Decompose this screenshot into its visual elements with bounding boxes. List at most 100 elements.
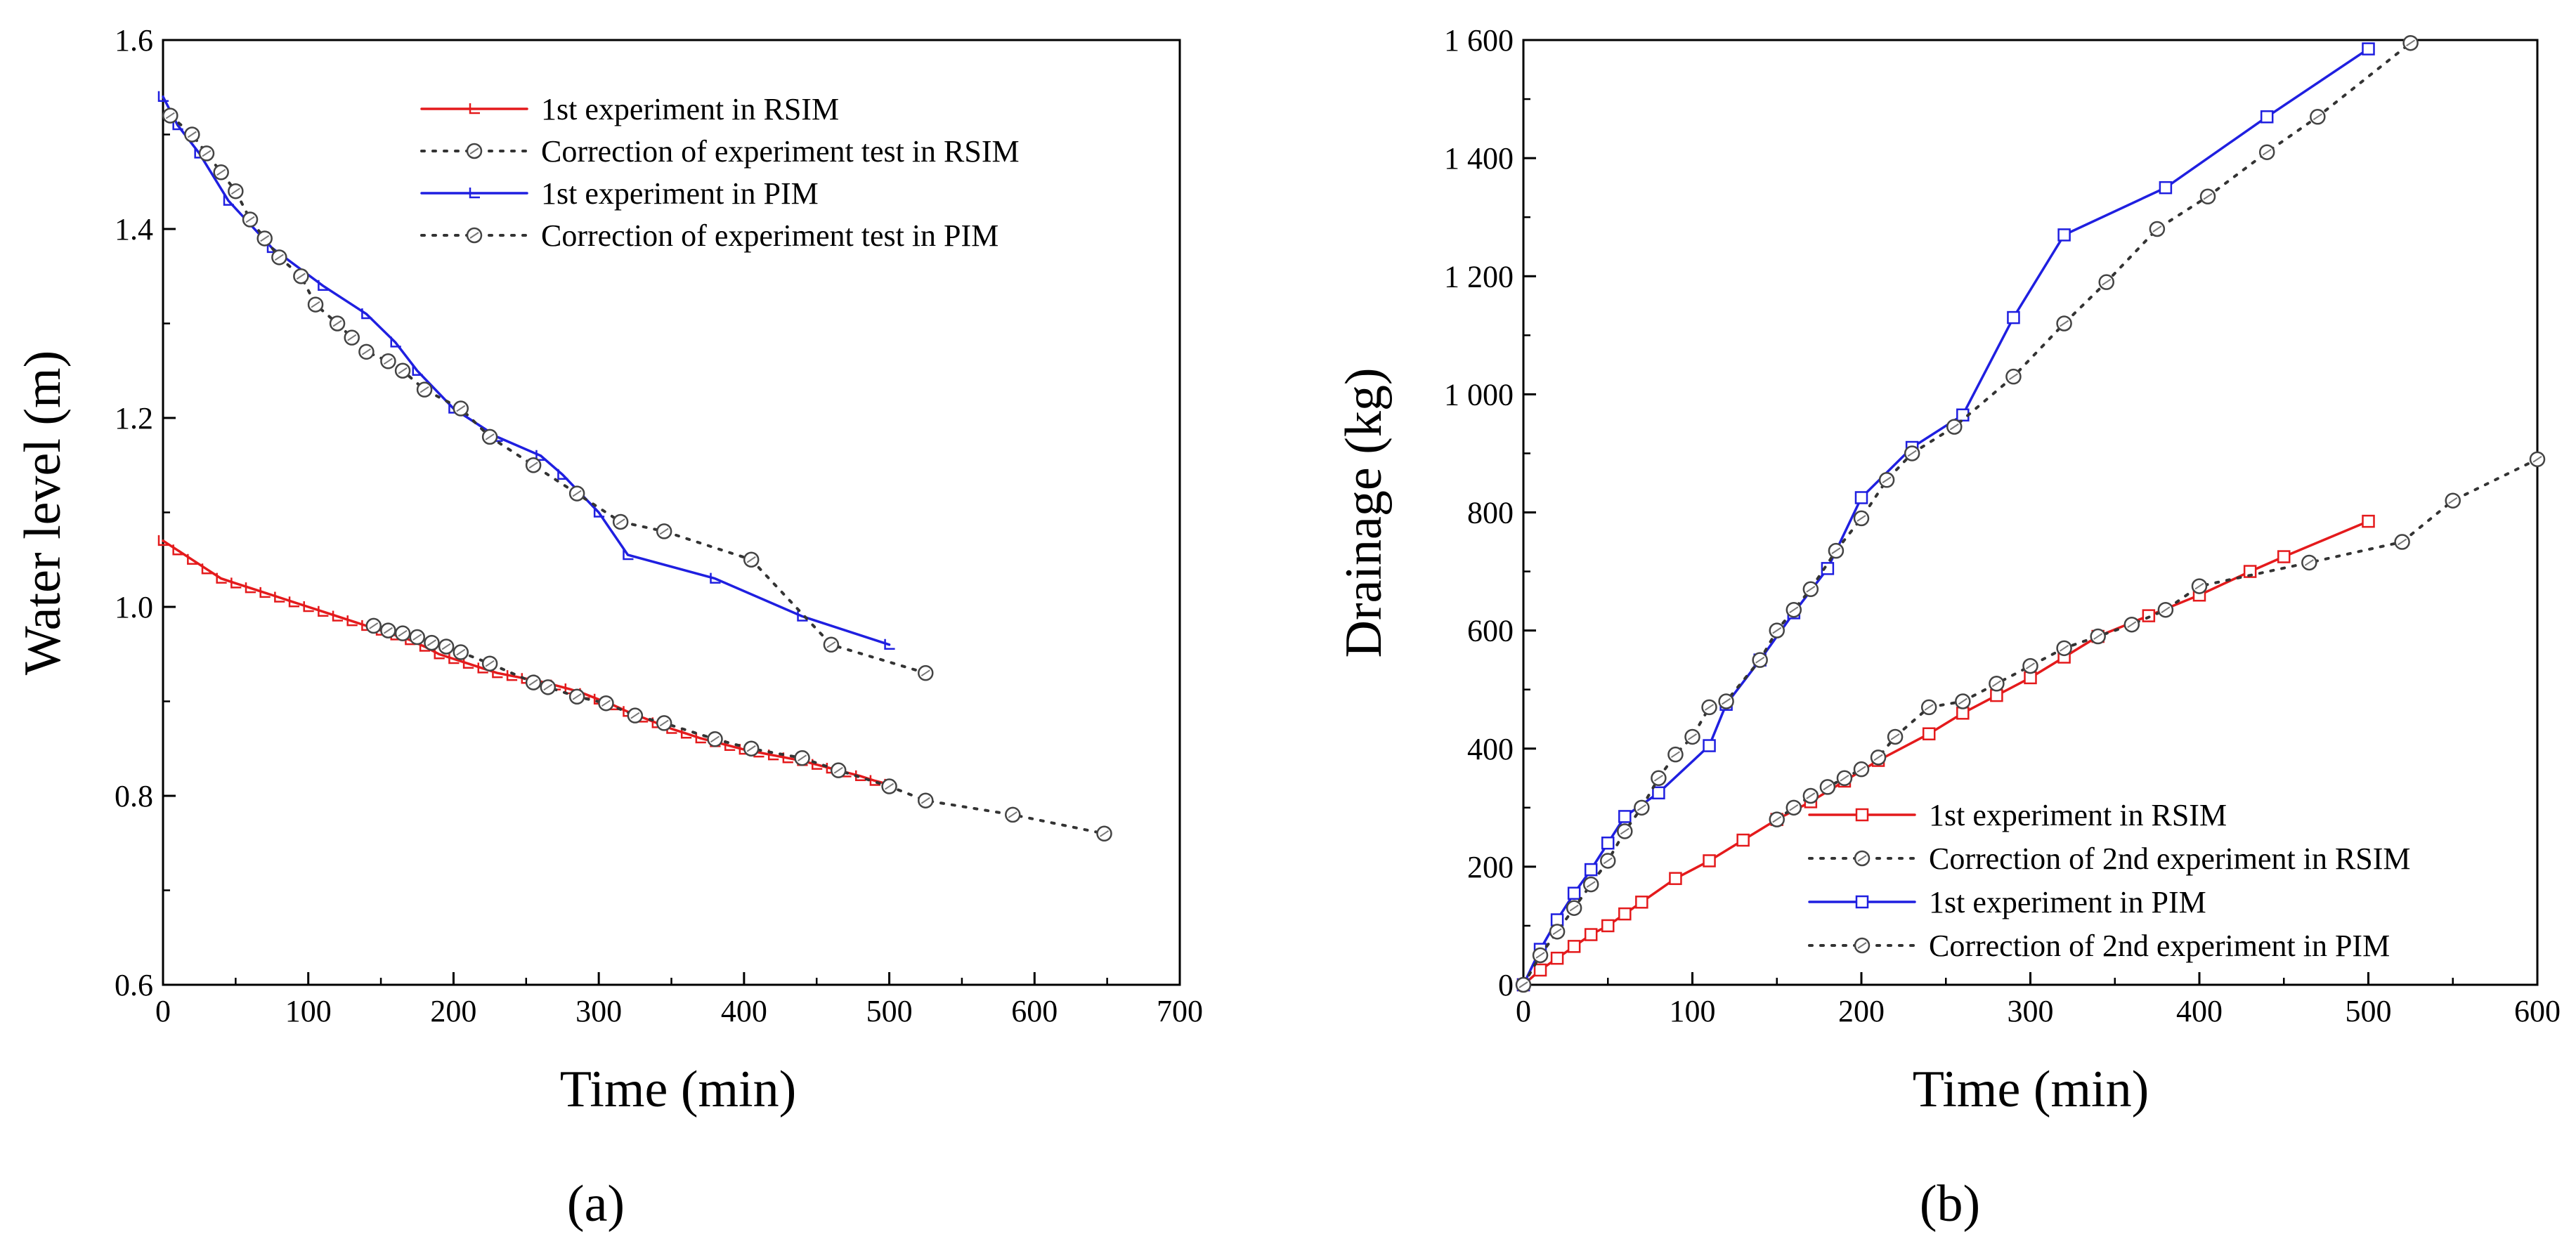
b-series-0-point xyxy=(1703,854,1716,867)
a-series-0-point xyxy=(201,563,213,575)
a-series-3-point xyxy=(256,230,273,247)
a-series-3-point xyxy=(525,457,542,473)
a-series-3-point xyxy=(198,145,215,162)
a-series-0-point xyxy=(695,732,706,744)
b-series-2-point xyxy=(1652,786,1665,800)
a-xtick-label: 600 xyxy=(1011,994,1058,1028)
a-series-0-point xyxy=(274,591,285,603)
b-ytick-label: 0 xyxy=(1498,968,1514,1002)
b-series-1-point xyxy=(2191,578,2208,594)
a-series-1-point xyxy=(424,634,440,651)
a-series-1-point xyxy=(409,629,425,646)
b-series-3-point xyxy=(2402,34,2419,51)
a-series-3-point xyxy=(213,164,229,181)
panel-b-label: (b) xyxy=(1920,1175,1980,1233)
b-series-1-point xyxy=(1989,676,2005,692)
a-series-0-point xyxy=(346,615,358,627)
a-xtick-label: 700 xyxy=(1157,994,1203,1028)
b-ytick-label: 800 xyxy=(1467,496,1514,530)
b-series-0-point xyxy=(1618,907,1632,921)
a-series-3-point xyxy=(918,664,934,681)
a-legend-marker xyxy=(469,188,480,199)
a-xtick-label: 200 xyxy=(430,994,476,1028)
a-series-3-point xyxy=(242,211,259,228)
a-series-1-point xyxy=(453,644,469,660)
b-series-1-point xyxy=(2056,640,2072,657)
panel-b-legend: 1st experiment in RSIM Correction of 2nd … xyxy=(1808,798,2411,963)
a-series-0-point xyxy=(318,605,329,617)
a-legend-marker xyxy=(466,227,483,244)
panel-a-xlabel: Time (min) xyxy=(560,1061,796,1118)
a-series-1-point xyxy=(830,762,847,778)
a-series-2-point xyxy=(557,469,568,480)
a-series-0-point xyxy=(303,601,314,613)
a-series-1-point xyxy=(743,740,760,757)
b-series-3-point xyxy=(1549,924,1566,940)
a-series-3-point xyxy=(358,343,375,360)
b-series-0-point xyxy=(1567,940,1581,953)
a-xtick-label: 100 xyxy=(285,994,332,1028)
a-series-3-point xyxy=(329,315,346,332)
b-xtick-label: 0 xyxy=(1516,994,1531,1028)
b-xtick-label: 300 xyxy=(2008,994,2054,1028)
b-series-3-point xyxy=(2258,144,2275,160)
b-series-3-point xyxy=(1878,472,1895,488)
b-series-1-point xyxy=(1836,770,1853,787)
b-series-1-point xyxy=(1955,693,1971,709)
a-series-3-point xyxy=(380,353,396,369)
b-series-3-point xyxy=(1634,799,1650,816)
a-series-2-point xyxy=(361,308,372,320)
b-series-2-point xyxy=(1703,739,1716,752)
b-series-3-point xyxy=(2098,274,2114,290)
a-xtick-label: 400 xyxy=(721,994,767,1028)
b-series-1-point xyxy=(2445,492,2461,509)
b-ytick-label: 200 xyxy=(1467,850,1514,884)
b-series-3-point xyxy=(2056,315,2072,332)
a-series-3-point xyxy=(743,551,760,568)
a-series-3-point xyxy=(568,485,585,502)
a-series-3-point xyxy=(344,329,360,346)
b-series-2-point xyxy=(1567,886,1581,900)
a-series-3-point xyxy=(453,400,469,417)
a-series-1-point xyxy=(438,638,455,655)
b-series-2-point xyxy=(1584,863,1598,877)
a-series-3-point xyxy=(656,523,672,539)
b-legend-marker xyxy=(1855,808,1869,822)
b-series-0-point xyxy=(2243,565,2257,578)
b-series-3-point xyxy=(1651,770,1667,787)
a-series-0-point xyxy=(434,648,445,660)
a-series-1-point xyxy=(794,749,810,766)
a-series-2-point xyxy=(710,572,721,584)
a-series-0-point xyxy=(259,587,271,598)
b-ytick-label: 400 xyxy=(1467,732,1514,766)
b-series-3-point xyxy=(1946,419,1963,435)
a-series-0-point xyxy=(332,610,344,622)
a-series-1-point xyxy=(1005,806,1021,823)
b-series-1-point xyxy=(1853,761,1870,778)
b-ytick-label: 1 400 xyxy=(1444,141,1514,176)
a-series-0-point xyxy=(187,554,198,565)
panel-b-series xyxy=(1515,34,2546,993)
b-xtick-label: 400 xyxy=(2176,994,2223,1028)
a-series-3-point xyxy=(416,381,433,398)
b-series-3-point xyxy=(1515,976,1532,993)
b-legend-label: 1st experiment in PIM xyxy=(1929,885,2206,919)
b-series-3-point xyxy=(2149,221,2166,237)
a-series-1-point xyxy=(540,679,557,695)
panel-a-series xyxy=(157,91,1112,842)
b-series-1-point xyxy=(2123,616,2140,633)
a-xtick-label: 500 xyxy=(866,994,913,1028)
b-series-2-point xyxy=(2057,228,2071,242)
b-series-0-point xyxy=(1922,727,1936,740)
b-ytick-label: 1 200 xyxy=(1444,259,1514,294)
a-series-0-point xyxy=(157,535,169,546)
a-series-1-point xyxy=(394,625,411,641)
panel-a-label: (a) xyxy=(567,1175,625,1233)
b-series-3-point xyxy=(1582,876,1599,893)
a-series-2-point xyxy=(223,195,235,206)
b-series-3-point xyxy=(1828,542,1845,559)
panel-a-ticks: 0 100 200 300 400 500 600 700 0.6 0.8 1.0 1.2 1.4 1.6 xyxy=(115,23,1203,1028)
panel-a-legend: 1st experiment in RSIM Correction of expe… xyxy=(420,92,1020,253)
a-series-1-point xyxy=(365,617,382,634)
